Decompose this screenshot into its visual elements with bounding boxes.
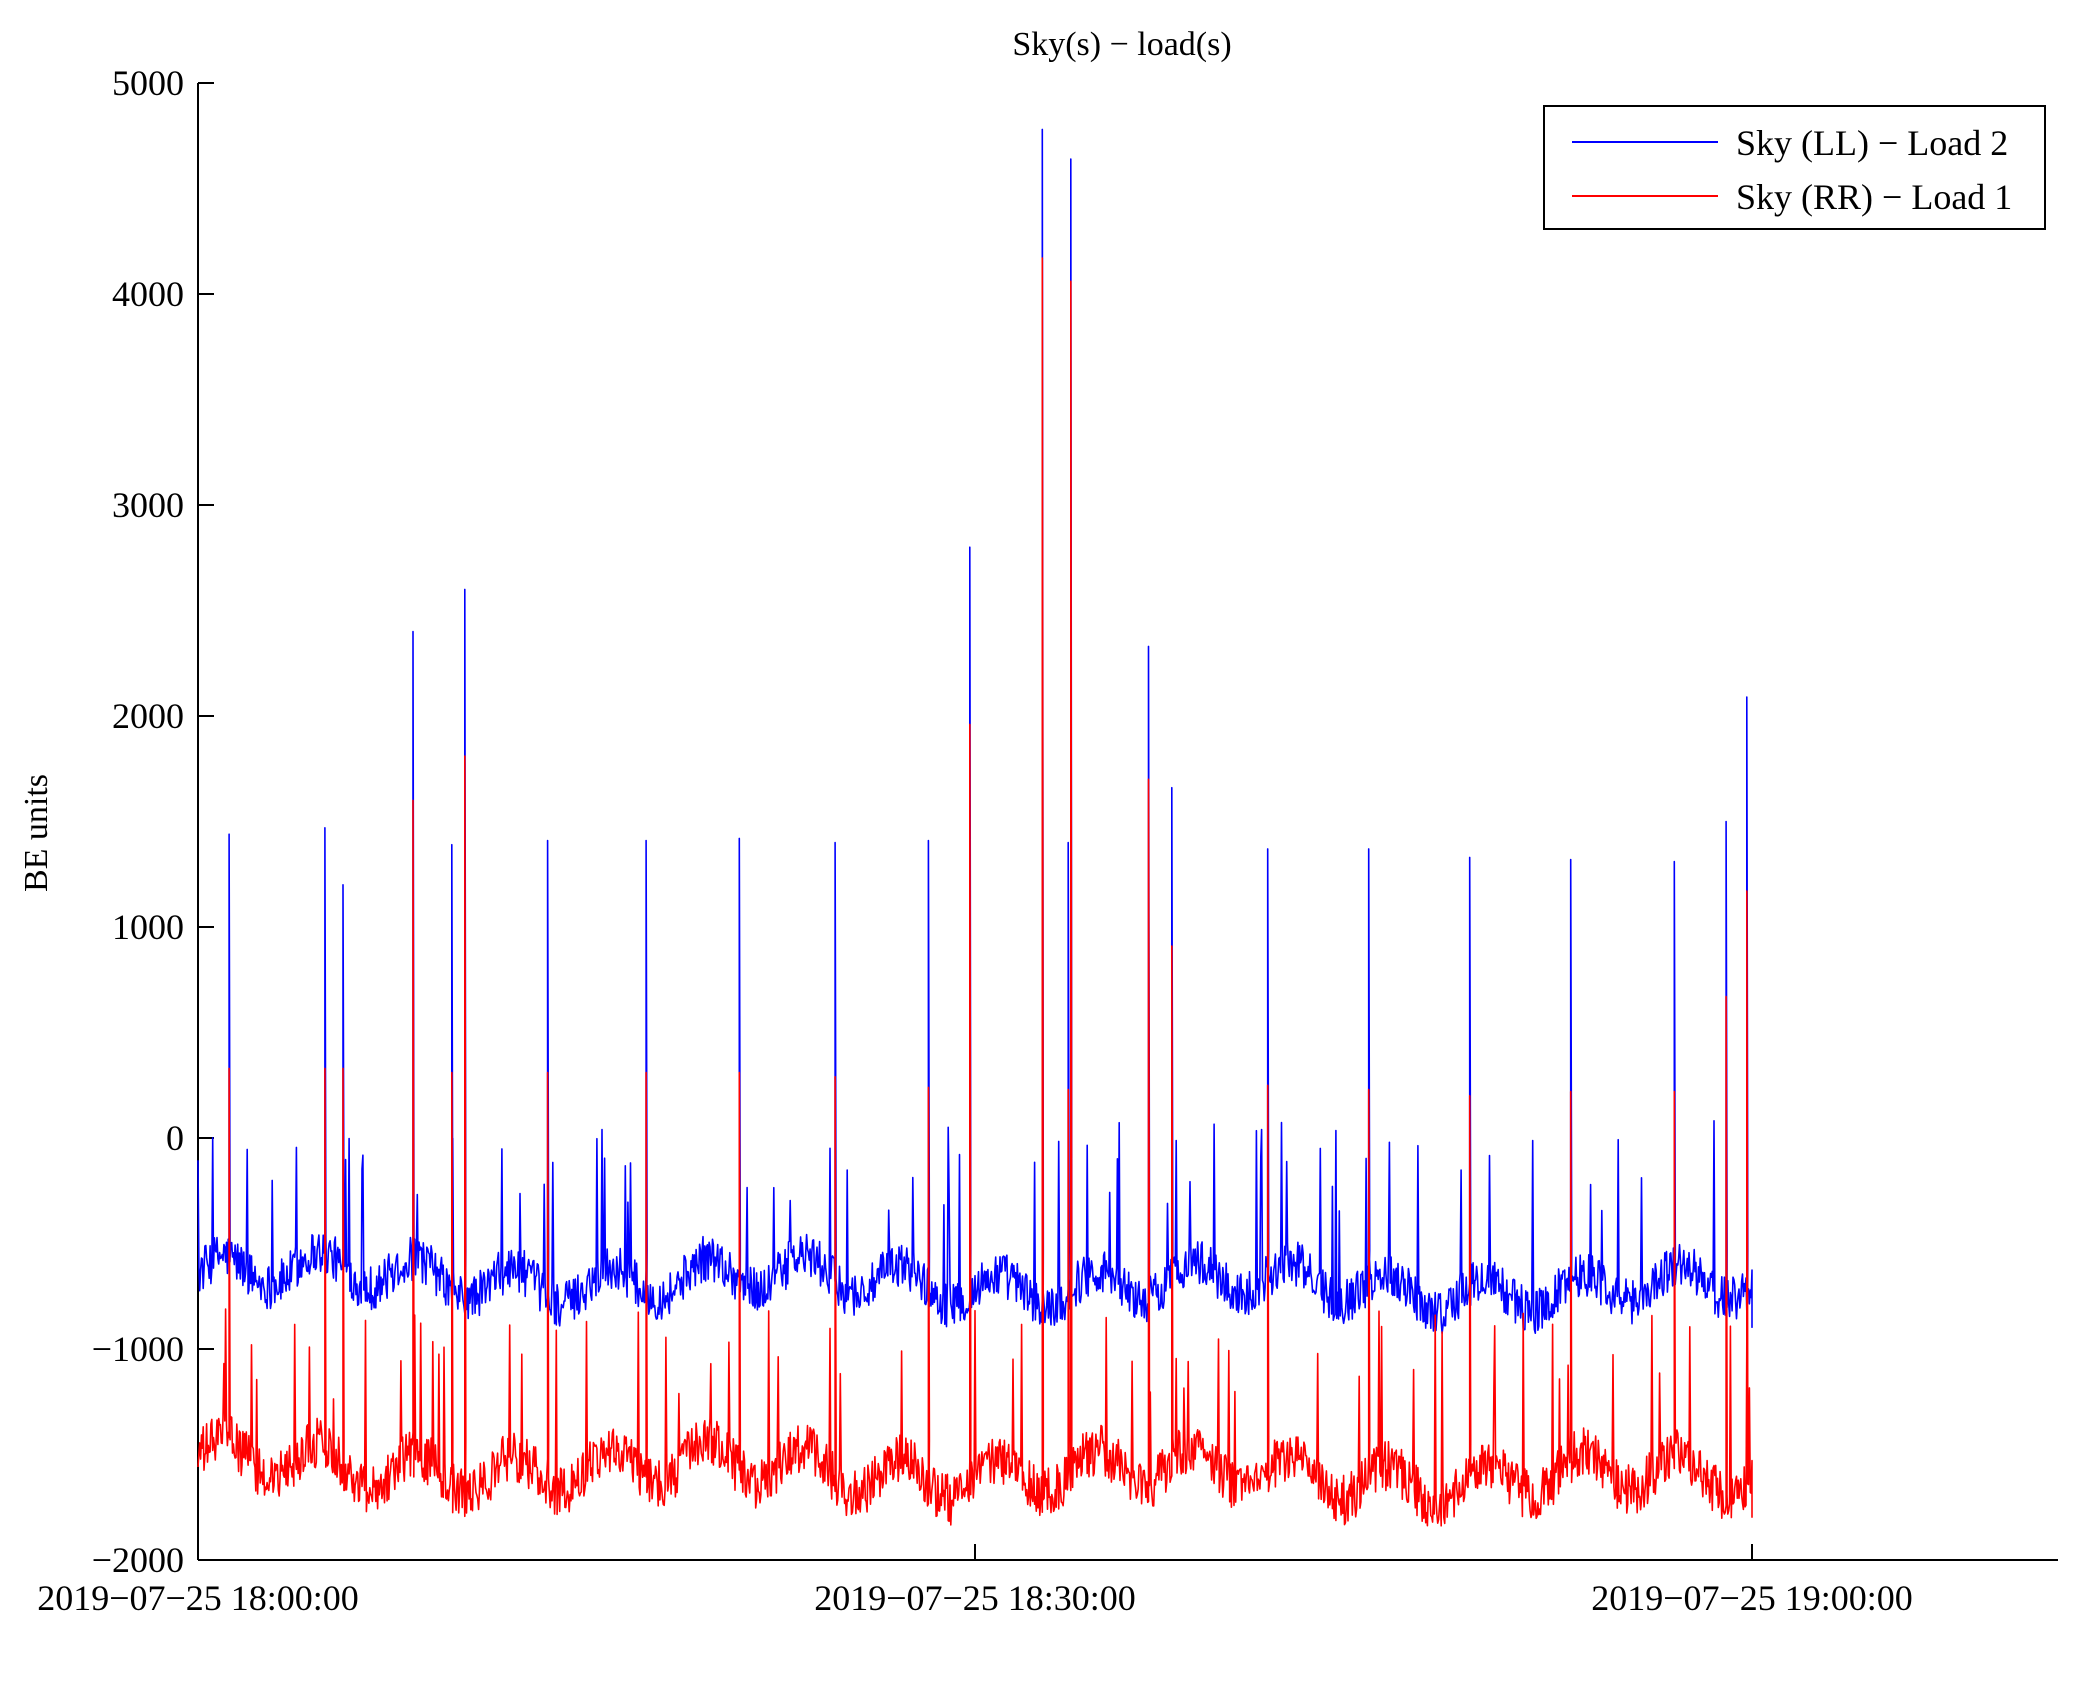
series-line-sky-rr [197, 257, 1753, 1527]
chart-title: Sky(s) − load(s) [1012, 26, 1231, 63]
y-tick-label: 5000 [112, 63, 184, 103]
legend-box [1543, 105, 2046, 230]
y-tick-label: 4000 [112, 274, 184, 314]
legend-label-sky-ll: Sky (LL) − Load 2 [1736, 123, 2008, 163]
x-ticks: 2019−07−25 18:00:00 2019−07−25 18:30:00 20… [37, 1544, 1913, 1618]
x-tick-label: 2019−07−25 19:00:00 [1591, 1578, 1913, 1618]
y-ticks: 5000 4000 3000 2000 1000 0 −1000 −2000 [92, 63, 214, 1580]
legend-label-sky-rr: Sky (RR) − Load 1 [1736, 177, 2012, 217]
series-layer [197, 128, 1753, 1527]
y-tick-label: 3000 [112, 485, 184, 525]
x-tick-label: 2019−07−25 18:00:00 [37, 1578, 359, 1618]
x-tick-label: 2019−07−25 18:30:00 [814, 1578, 1136, 1618]
y-axis-label: BE units [18, 774, 55, 892]
y-tick-label: −2000 [92, 1540, 184, 1580]
y-tick-label: 0 [166, 1118, 184, 1158]
y-tick-label: 2000 [112, 696, 184, 736]
y-tick-label: 1000 [112, 907, 184, 947]
series-line-sky-ll [197, 128, 1753, 1335]
y-tick-label: −1000 [92, 1329, 184, 1369]
legend: Sky (LL) − Load 2 Sky (RR) − Load 1 [1543, 105, 2046, 230]
